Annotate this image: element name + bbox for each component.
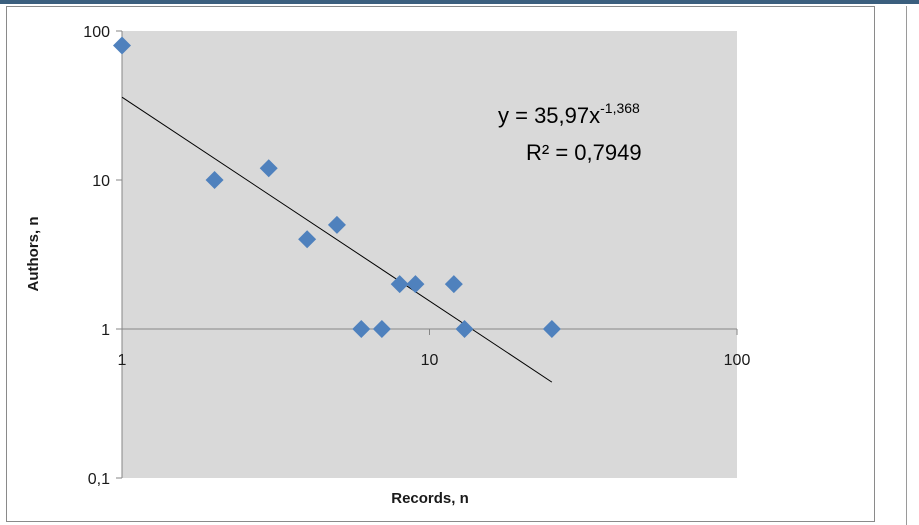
- data-point: [455, 320, 474, 338]
- x-tick-label: 100: [724, 352, 751, 369]
- data-point: [372, 320, 391, 338]
- chart-frame: [6, 6, 875, 522]
- data-point: [205, 171, 224, 189]
- trendline-equation-main: y = 35,97x: [498, 103, 600, 128]
- data-point: [542, 320, 561, 338]
- data-point: [298, 230, 317, 249]
- data-point: [390, 275, 409, 294]
- data-point: [352, 320, 371, 338]
- data-point: [113, 36, 131, 55]
- y-axis-title: Authors, n: [25, 217, 42, 292]
- r-squared-label: R² = 0,7949: [526, 140, 642, 165]
- y-tick-label: 10: [92, 173, 110, 190]
- x-axis-title: Records, n: [391, 490, 469, 507]
- y-tick-label: 1: [101, 322, 110, 339]
- y-tick-label: 0,1: [88, 471, 110, 488]
- data-point: [406, 275, 425, 294]
- data-point: [259, 159, 278, 178]
- data-points: [113, 36, 561, 338]
- x-axis-ticks: 1 10 100: [118, 329, 751, 369]
- trendline-equation-exponent: -1,368: [600, 100, 640, 116]
- data-point: [444, 275, 463, 294]
- y-axis-ticks: 0,1 1 10 100: [83, 24, 122, 488]
- window-right-edge: [906, 6, 907, 525]
- x-tick-label: 10: [421, 352, 439, 369]
- y-tick-label: 100: [83, 24, 110, 41]
- plot-area: [122, 31, 737, 478]
- x-tick-label: 1: [118, 352, 127, 369]
- trendline-equation: y = 35,97x-1,368: [498, 100, 640, 128]
- window-top-bar: [0, 0, 919, 4]
- power-trendline: [121, 96, 553, 383]
- data-point: [327, 215, 346, 234]
